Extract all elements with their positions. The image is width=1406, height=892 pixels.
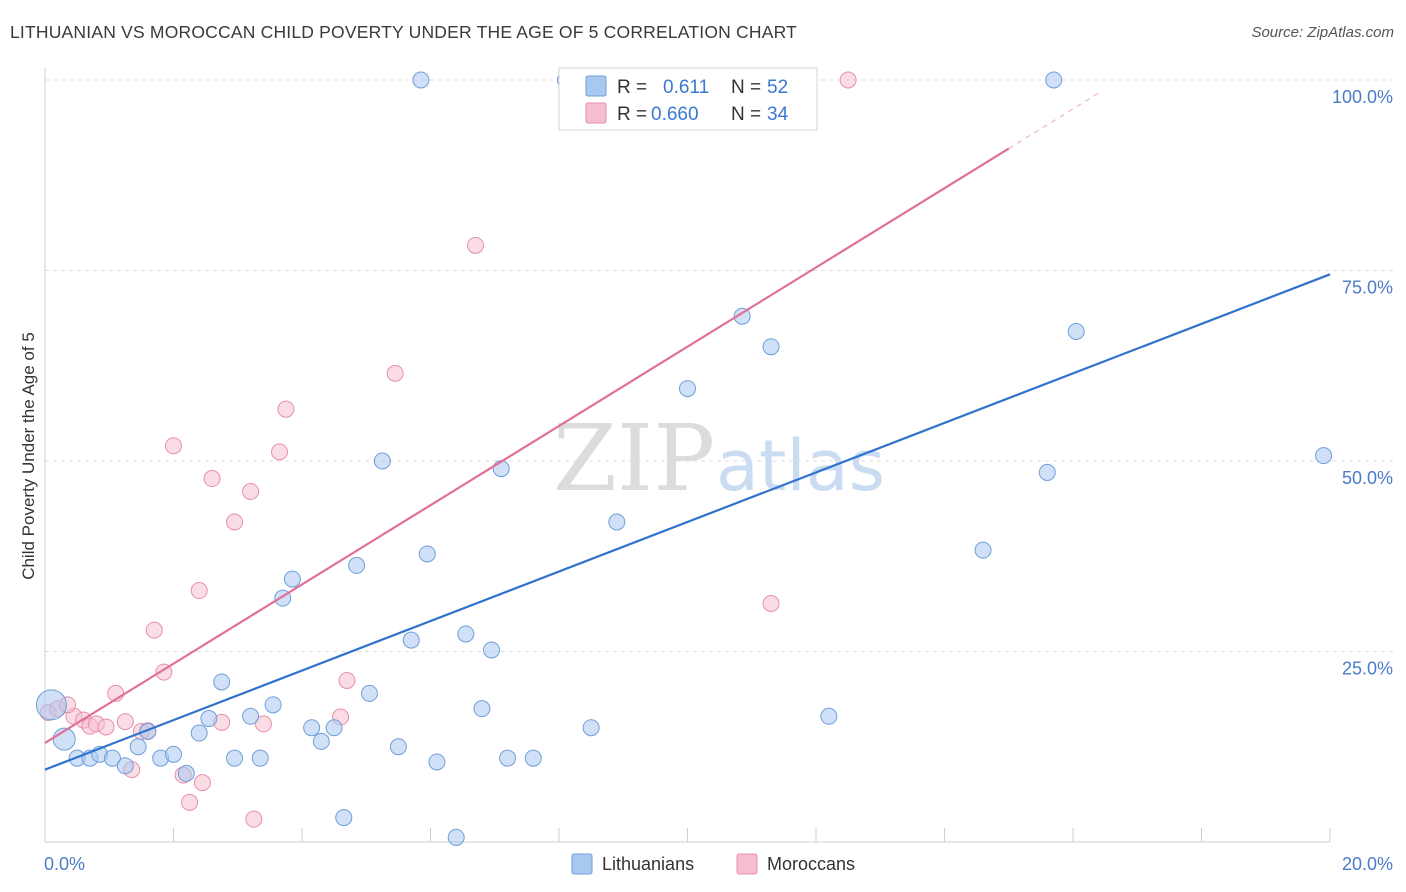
lithuanians-point	[582, 719, 600, 737]
y-tick-label: 100.0%	[1332, 87, 1393, 107]
chart-title: LITHUANIAN VS MOROCCAN CHILD POVERTY UND…	[10, 22, 798, 42]
watermark-atlas: atlas	[716, 425, 885, 507]
y-axis-label: Child Poverty Under the Age of 5	[19, 332, 38, 580]
gridlines	[45, 79, 1393, 652]
lithuanians-point	[325, 719, 343, 737]
x-tick-label-max: 20.0%	[1342, 854, 1393, 874]
moroccans-point	[97, 718, 115, 736]
lithuanians-point	[335, 809, 353, 827]
y-tick-label: 25.0%	[1342, 659, 1393, 679]
stats-blue-swatch	[585, 75, 607, 97]
lithuanians-point	[264, 696, 282, 714]
moroccans-point	[181, 793, 199, 811]
moroccans-point	[226, 513, 244, 531]
moroccans-point	[190, 582, 208, 600]
x-ticks	[173, 828, 1331, 842]
legend: Lithuanians Moroccans	[571, 853, 855, 875]
lithuanians-point	[303, 719, 321, 737]
lithuanians-point	[447, 828, 465, 846]
source-credit: Source: ZipAtlas.com	[1251, 24, 1394, 41]
stats-pink-swatch	[585, 102, 607, 124]
lithuanians-point	[373, 452, 391, 470]
stats-blue-n-label: N =	[731, 77, 761, 98]
lithuanians-point	[1315, 447, 1333, 465]
lithuanians-points	[35, 71, 1333, 846]
lithuanians-point	[402, 631, 420, 649]
y-tick-label: 50.0%	[1342, 468, 1393, 488]
lithuanians-point	[348, 556, 366, 574]
moroccans-point	[271, 443, 289, 461]
lithuanians-point	[103, 749, 121, 767]
lithuanians-point	[418, 545, 436, 563]
moroccans-point	[386, 364, 404, 382]
lithuanians-point	[283, 570, 301, 588]
lithuanians-point	[200, 710, 218, 728]
x-tick-label-min: 0.0%	[44, 854, 85, 874]
stats-box: R = 0.611 N = 52 R = 0.660 N = 34	[558, 67, 818, 131]
lithuanians-point	[1067, 322, 1085, 340]
lithuanians-point	[473, 700, 491, 718]
moroccans-point	[165, 437, 182, 455]
legend-lithuanians-swatch	[571, 853, 593, 875]
moroccans-point	[145, 621, 163, 639]
stats-pink-n-label: N =	[731, 104, 761, 125]
moroccans-point	[762, 594, 780, 612]
lithuanians-point	[457, 625, 475, 643]
stats-blue-n-value: 52	[767, 77, 788, 98]
lithuanians-point	[733, 307, 751, 325]
legend-lithuanians-label: Lithuanians	[602, 854, 694, 874]
stats-blue-r-value: 0.611	[663, 77, 709, 98]
lithuanians-point	[820, 707, 838, 725]
moroccans-trend-extension	[1008, 92, 1099, 150]
moroccans-point	[277, 400, 295, 418]
lithuanians-trend-line	[44, 273, 1331, 771]
lithuanians-point	[1045, 71, 1063, 89]
moroccans-point	[193, 774, 211, 792]
lithuanians-point	[177, 764, 195, 782]
lithuanians-point	[312, 732, 330, 750]
legend-moroccans-swatch	[736, 853, 758, 875]
moroccans-point	[116, 713, 134, 731]
moroccans-trend-line	[44, 147, 1010, 744]
lithuanians-point	[165, 745, 182, 763]
moroccans-point	[254, 715, 272, 733]
lithuanians-point	[492, 460, 510, 478]
stats-pink-r-label: R =	[617, 104, 647, 125]
lithuanians-point	[1038, 463, 1056, 481]
moroccans-point	[203, 470, 221, 488]
lithuanians-point	[213, 673, 231, 691]
stats-pink-n-value: 34	[767, 104, 789, 125]
lithuanians-point	[483, 641, 501, 659]
stats-pink-r-value: 0.660	[651, 104, 699, 125]
legend-moroccans-label: Moroccans	[767, 854, 855, 874]
moroccans-point	[466, 236, 484, 254]
moroccans-point	[839, 71, 857, 89]
moroccans-point	[242, 482, 260, 500]
moroccans-point	[338, 671, 356, 689]
lithuanians-point	[499, 749, 517, 767]
lithuanians-point	[428, 753, 446, 771]
lithuanians-point	[608, 513, 626, 531]
lithuanians-point	[679, 380, 696, 398]
lithuanians-point	[35, 689, 67, 721]
lithuanians-point	[226, 749, 244, 767]
lithuanians-point	[116, 757, 134, 775]
y-tick-labels: 25.0% 50.0% 75.0% 100.0%	[1332, 87, 1393, 679]
y-tick-label: 75.0%	[1342, 278, 1393, 298]
lithuanians-point	[360, 684, 378, 702]
lithuanians-point	[762, 338, 780, 356]
lithuanians-point	[242, 707, 260, 725]
lithuanians-point	[389, 738, 407, 756]
watermark-zip: ZIP	[553, 405, 715, 512]
lithuanians-point	[524, 749, 542, 767]
lithuanians-point	[974, 541, 992, 559]
trend-lines	[44, 92, 1331, 771]
lithuanians-point	[190, 724, 208, 742]
moroccans-point	[245, 810, 263, 828]
lithuanians-point	[412, 71, 430, 89]
lithuanians-point	[251, 749, 269, 767]
lithuanians-point	[129, 738, 147, 756]
stats-blue-r-label: R =	[617, 77, 647, 98]
